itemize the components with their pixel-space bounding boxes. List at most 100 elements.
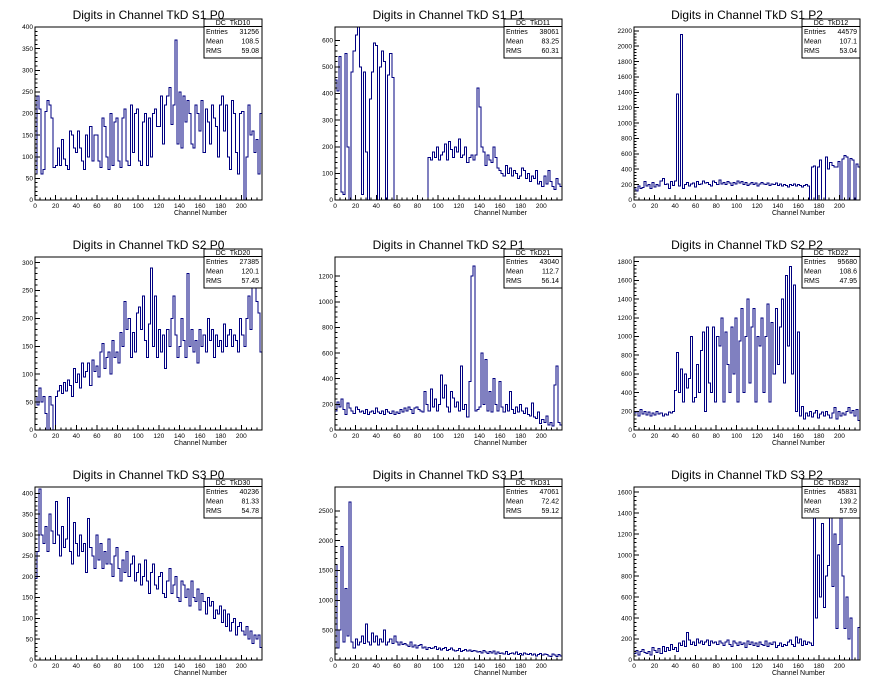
y-tick-label: 0 (29, 197, 33, 204)
x-tick-label: 80 (114, 433, 122, 440)
x-tick-label: 40 (671, 663, 679, 670)
stats-label: Mean (804, 269, 822, 276)
y-tick-label: 250 (22, 89, 33, 96)
x-tick-label: 60 (393, 663, 401, 670)
stats-label: Mean (506, 39, 524, 46)
y-tick-label: 400 (322, 376, 333, 383)
y-tick-label: 300 (22, 67, 33, 74)
histogram-series (334, 265, 563, 430)
y-tick-label: 400 (621, 166, 632, 173)
y-tick-label: 400 (621, 390, 632, 397)
stats-value: 44579 (838, 29, 858, 36)
x-tick-label: 20 (651, 663, 659, 670)
y-tick-label: 600 (322, 350, 333, 357)
y-tick-label: 200 (322, 144, 333, 151)
stats-value: 83.25 (541, 39, 559, 46)
x-tick-label: 120 (453, 663, 464, 670)
histogram-panel-TkD10: Digits in Channel TkD S1 P00501001502002… (22, 8, 263, 217)
y-tick-label: 1600 (618, 278, 633, 285)
stats-value: 40236 (240, 489, 260, 496)
histogram-series (34, 39, 263, 201)
y-tick-label: 150 (22, 132, 33, 139)
y-tick-label: 0 (628, 197, 632, 204)
x-tick-label: 140 (772, 663, 783, 670)
y-tick-label: 500 (322, 627, 333, 634)
x-tick-label: 20 (651, 433, 659, 440)
y-tick-label: 50 (26, 399, 34, 406)
x-tick-label: 40 (73, 203, 81, 210)
x-tick-label: 60 (692, 203, 700, 210)
stats-box (503, 18, 563, 59)
stats-value: 120.1 (241, 269, 259, 276)
y-tick-label: 1000 (618, 552, 633, 559)
x-tick-label: 20 (52, 663, 60, 670)
x-tick-label: 200 (834, 203, 845, 210)
x-tick-label: 40 (73, 433, 81, 440)
stats-value: 27385 (240, 259, 260, 266)
stats-box (801, 478, 861, 519)
stats-value: 31256 (240, 29, 260, 36)
x-tick-label: 20 (651, 203, 659, 210)
y-tick-label: 50 (26, 636, 34, 643)
stats-title: DC_TkD31 (516, 480, 551, 487)
x-tick-label: 0 (33, 663, 37, 670)
y-tick-label: 250 (22, 288, 33, 295)
x-tick-label: 200 (236, 203, 247, 210)
x-tick-label: 0 (333, 663, 337, 670)
x-tick-label: 160 (195, 203, 206, 210)
x-tick-label: 60 (93, 433, 101, 440)
x-tick-label: 180 (813, 663, 824, 670)
x-tick-label: 80 (713, 433, 721, 440)
x-tick-label: 140 (474, 663, 485, 670)
x-axis-label: Channel Number (474, 210, 528, 217)
histogram-series (633, 265, 861, 430)
y-tick-label: 2200 (618, 28, 633, 35)
y-tick-label: 300 (22, 532, 33, 539)
histogram-panel-TkD31: Digits in Channel TkD S3 P10500100015002… (319, 468, 563, 677)
x-tick-label: 0 (333, 203, 337, 210)
stats-label: RMS (506, 278, 522, 285)
y-tick-label: 600 (621, 371, 632, 378)
stats-label: Mean (206, 39, 224, 46)
y-tick-label: 800 (621, 136, 632, 143)
x-tick-label: 160 (793, 433, 804, 440)
stats-label: Entries (206, 29, 228, 36)
y-tick-label: 1000 (618, 120, 633, 127)
y-tick-label: 1200 (319, 273, 334, 280)
x-tick-label: 60 (692, 433, 700, 440)
x-tick-label: 100 (731, 203, 742, 210)
histogram-series (34, 262, 263, 431)
histogram-panel-TkD30: Digits in Channel TkD S3 P00501001502002… (22, 468, 263, 677)
panel-title: Digits in Channel TkD S1 P0 (73, 8, 225, 22)
x-tick-label: 80 (414, 663, 422, 670)
x-tick-label: 100 (433, 203, 444, 210)
y-tick-label: 200 (322, 402, 333, 409)
x-tick-label: 20 (352, 203, 360, 210)
stats-box (801, 248, 861, 289)
x-tick-label: 20 (52, 203, 60, 210)
y-tick-label: 800 (621, 573, 632, 580)
stats-label: RMS (206, 508, 222, 515)
y-tick-label: 50 (26, 176, 34, 183)
stats-title: DC_TkD22 (814, 250, 849, 257)
stats-box (503, 478, 563, 519)
y-tick-label: 800 (322, 325, 333, 332)
panel-title: Digits in Channel TkD S2 P1 (373, 238, 525, 252)
stats-label: RMS (804, 48, 820, 55)
stats-value: 53.04 (839, 48, 857, 55)
x-tick-label: 100 (731, 433, 742, 440)
x-tick-label: 180 (813, 433, 824, 440)
x-tick-label: 0 (33, 203, 37, 210)
x-tick-label: 60 (393, 203, 401, 210)
y-tick-label: 0 (628, 657, 632, 664)
x-tick-label: 180 (515, 433, 526, 440)
panel-title: Digits in Channel TkD S1 P2 (671, 8, 823, 22)
histogram-series (334, 26, 563, 201)
stats-title: DC_TkD11 (516, 20, 550, 27)
y-tick-label: 0 (329, 657, 333, 664)
y-tick-label: 1500 (319, 568, 334, 575)
histogram-series (34, 488, 263, 660)
panel-title: Digits in Channel TkD S1 P1 (373, 8, 525, 22)
stats-box (801, 18, 861, 59)
